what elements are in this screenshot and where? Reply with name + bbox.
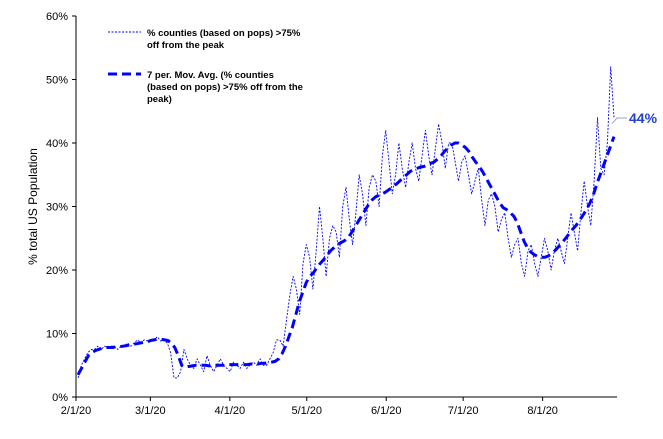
legend-label: % counties (based on pops) >75% xyxy=(147,28,301,39)
legend-label: off from the peak xyxy=(147,40,225,51)
y-tick-label: 40% xyxy=(46,138,68,150)
x-tick-label: 8/1/20 xyxy=(527,405,558,417)
x-tick-label: 7/1/20 xyxy=(448,405,479,417)
x-tick-label: 2/1/20 xyxy=(61,405,92,417)
x-tick-label: 4/1/20 xyxy=(215,405,246,417)
y-tick-label: 0% xyxy=(52,392,68,404)
x-axis: 2/1/20 3/1/20 4/1/20 5/1/20 6/1/20 7/1/20 8/1/… xyxy=(61,396,617,417)
y-tick-label: 10% xyxy=(46,329,68,341)
y-axis: 0% 10% 20% 30% 40% 50% 60% xyxy=(46,11,77,404)
series-moving-average-line xyxy=(76,136,616,376)
annotation-label: 44% xyxy=(629,110,658,126)
x-tick-label: 5/1/20 xyxy=(291,405,322,417)
y-tick-label: 60% xyxy=(46,11,68,23)
legend: % counties (based on pops) >75%off from … xyxy=(108,28,303,105)
x-tick-label: 3/1/20 xyxy=(135,405,166,417)
y-axis-label: % total US Population xyxy=(26,148,40,265)
legend-label: 7 per. Mov. Avg. (% counties xyxy=(147,70,274,81)
series-daily-line xyxy=(77,66,615,379)
series-layer xyxy=(76,66,616,379)
x-tick-label: 6/1/20 xyxy=(371,405,402,417)
annotation: 44% xyxy=(611,110,658,126)
y-tick-label: 30% xyxy=(46,202,68,214)
y-tick-label: 50% xyxy=(46,75,68,87)
annotation-leader-line xyxy=(611,117,627,124)
y-tick-label: 20% xyxy=(46,265,68,277)
legend-label: (based on pops) >75% off from the xyxy=(147,82,303,93)
legend-label: peak) xyxy=(147,94,172,105)
